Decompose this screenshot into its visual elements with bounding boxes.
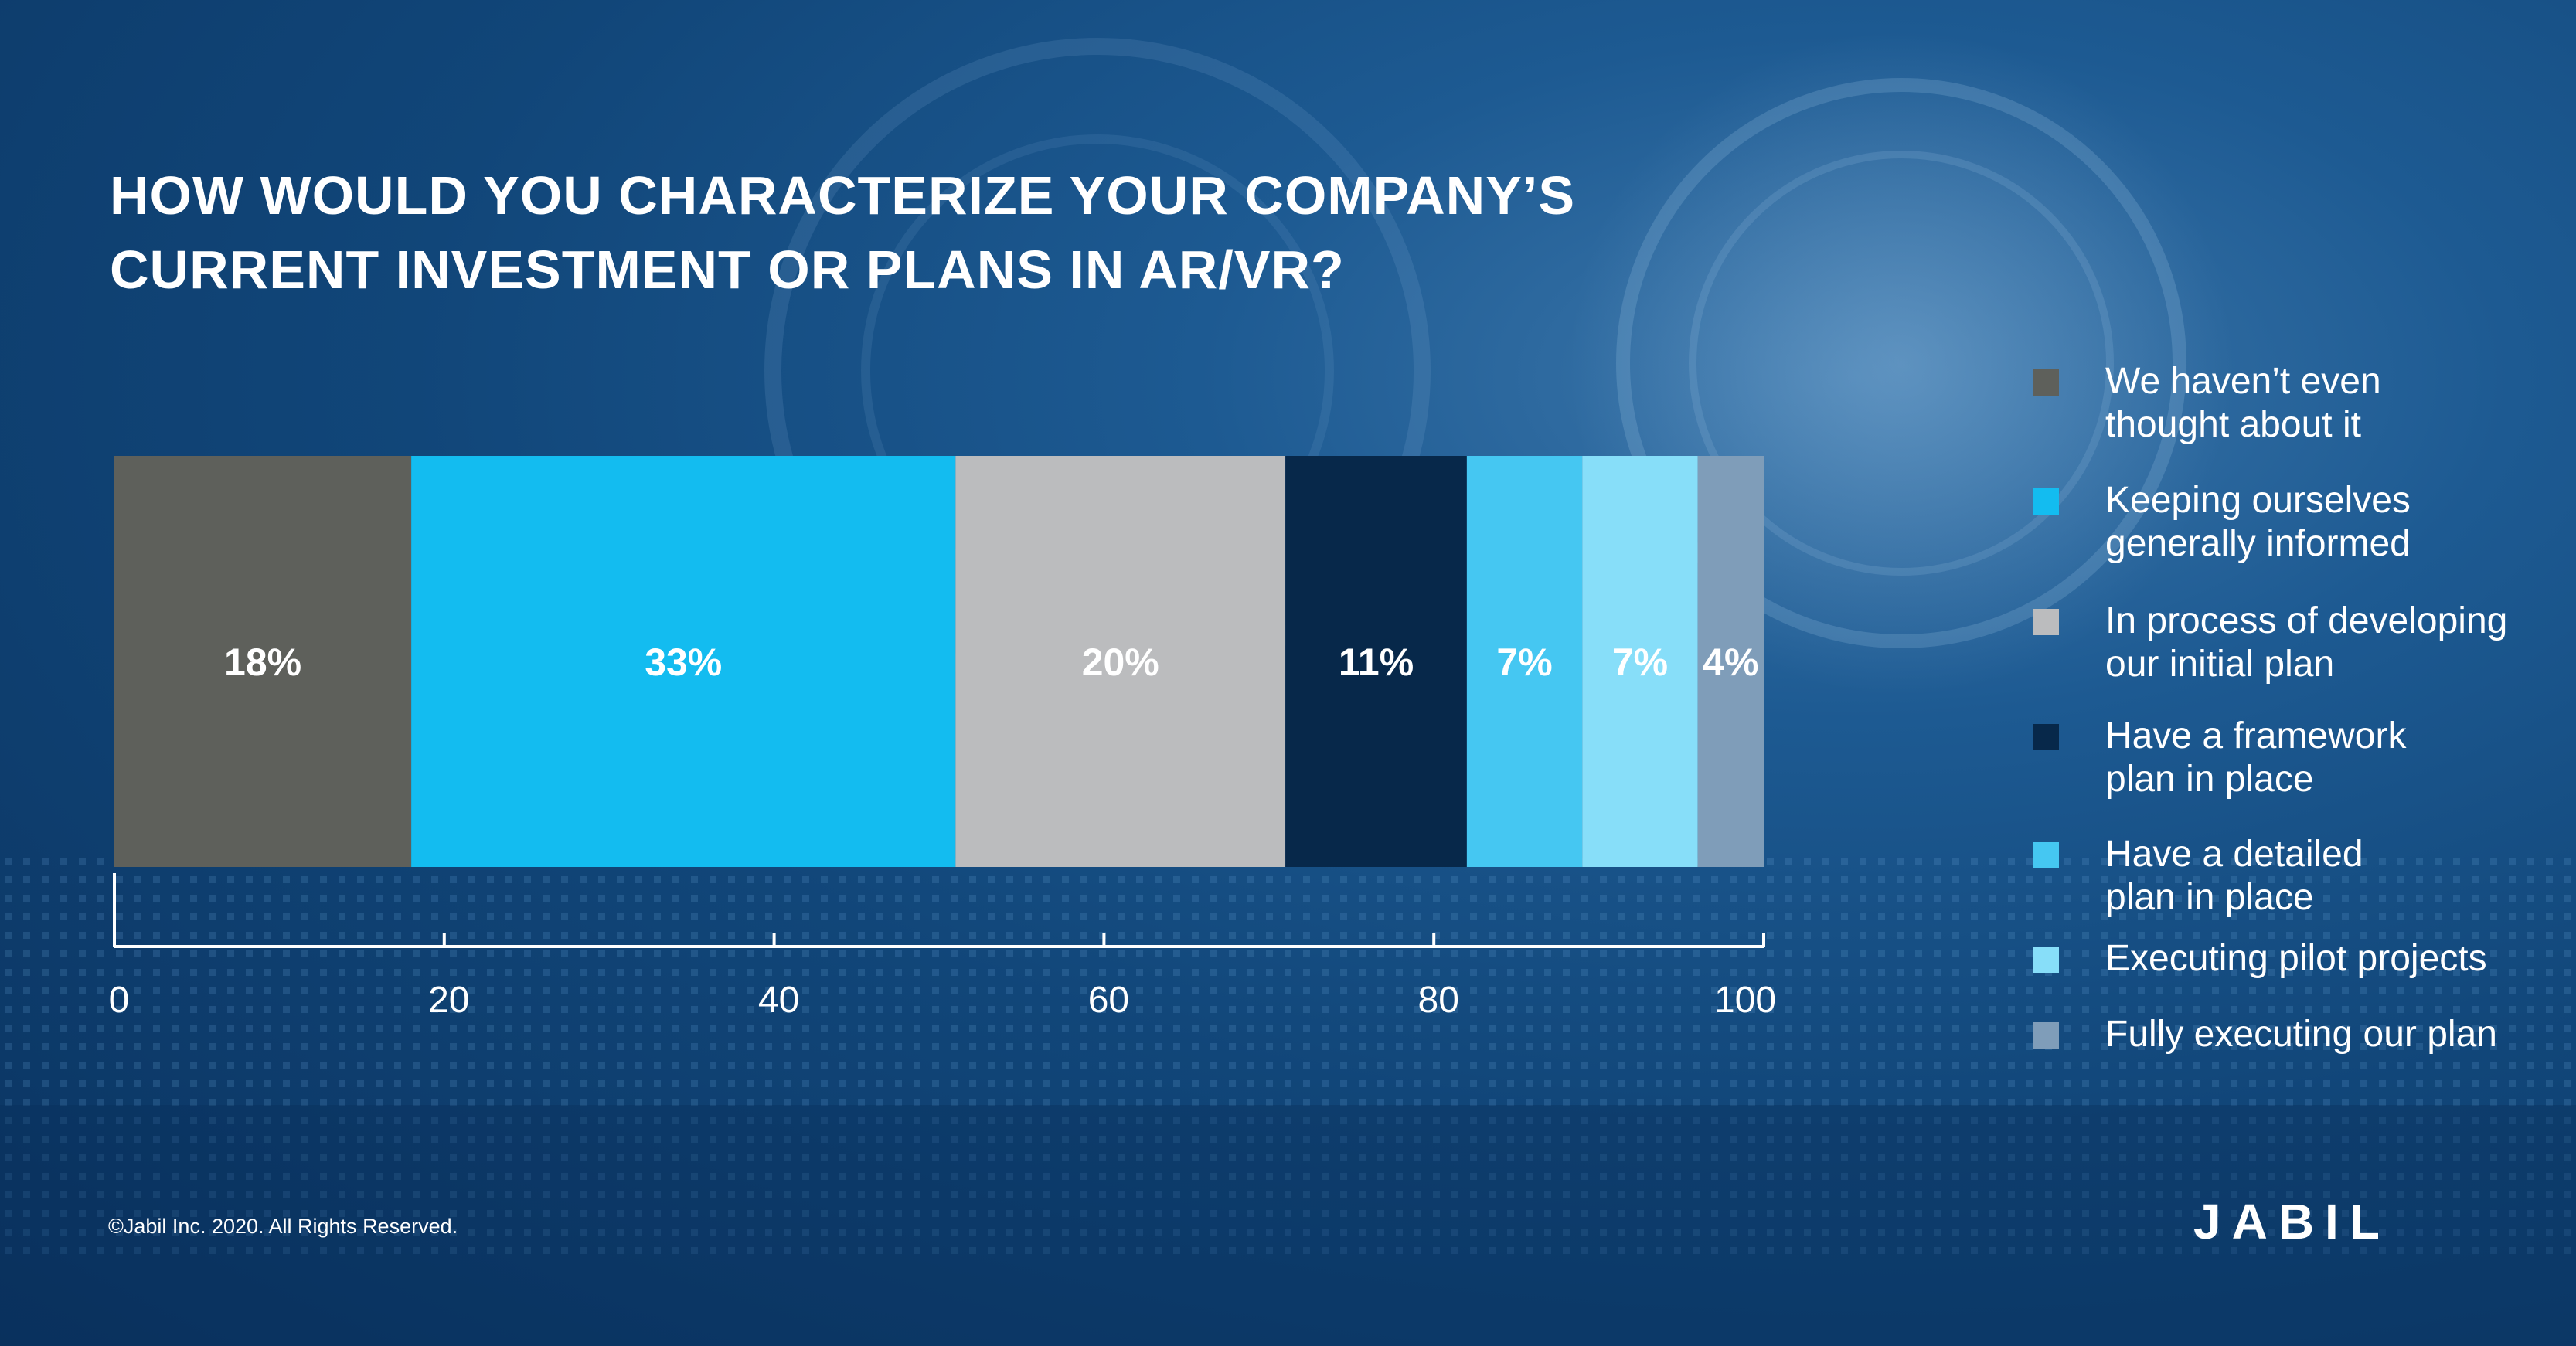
legend-label-line: plan in place (2105, 759, 2314, 800)
bar-value-label-4: 11% (1339, 641, 1414, 684)
legend-swatch-7 (2033, 1022, 2059, 1049)
legend-swatch-4 (2033, 724, 2059, 750)
chart-title: HOW WOULD YOU CHARACTERIZE YOUR COMPANY’… (110, 158, 1578, 307)
legend-label-line: Have a framework (2105, 715, 2407, 756)
bar-value-label-6: 7% (1612, 641, 1668, 684)
bar-value-label-2: 33% (645, 641, 722, 684)
legend-label-line: In process of developing (2105, 600, 2508, 641)
jabil-logo: JABIL (2193, 1194, 2391, 1248)
legend-label-1: We haven’t even thought about it (2105, 360, 2569, 447)
legend-swatch-1 (2033, 369, 2059, 396)
legend-swatch-5 (2033, 842, 2059, 868)
legend-label-4: Have a framework plan in place (2105, 715, 2569, 801)
bar-segment-5 (1466, 456, 1583, 867)
x-tick-label-40: 40 (758, 980, 799, 1021)
bar-value-label-5: 7% (1496, 641, 1552, 684)
legend-label-line: Keeping ourselves (2105, 480, 2411, 521)
x-tick-label-100: 100 (1714, 980, 1776, 1021)
legend-label-line: Executing pilot projects (2105, 938, 2487, 979)
bar-value-labels: 18% 33% 20% 11% 7% 7% 4% (224, 641, 1758, 684)
legend-label-line: We haven’t even (2105, 361, 2381, 402)
legend-swatch-2 (2033, 488, 2059, 515)
legend-label-3: In process of developing our initial plan (2105, 600, 2569, 686)
bar-value-label-7: 4% (1703, 641, 1758, 684)
bar-segment-7 (1697, 456, 1764, 867)
legend-label-5: Have a detailed plan in place (2105, 833, 2569, 919)
legend-label-line: our initial plan (2105, 644, 2335, 685)
x-axis: 0 20 40 60 80 100 (109, 873, 1776, 1021)
legend-label-2: Keeping ourselves generally informed (2105, 479, 2569, 566)
legend-label-7: Fully executing our plan (2105, 1013, 2569, 1056)
chart-title-line-1: HOW WOULD YOU CHARACTERIZE YOUR COMPANY’… (110, 165, 1576, 226)
legend-label-line: Have a detailed (2105, 834, 2363, 875)
legend-swatch-6 (2033, 947, 2059, 973)
bar-segment-6 (1582, 456, 1698, 867)
x-tick-label-60: 60 (1088, 980, 1129, 1021)
legend-label-line: generally informed (2105, 523, 2411, 564)
legend-label-6: Executing pilot projects (2105, 937, 2569, 981)
x-tick-label-20: 20 (428, 980, 469, 1021)
legend: We haven’t even thought about it Keeping o… (2033, 0, 2543, 1346)
bar-segment-3 (955, 456, 1286, 867)
jabil-logo-text: JABIL (2193, 1194, 2391, 1248)
bar-value-label-3: 20% (1082, 641, 1159, 684)
chart-title-line-2: CURRENT INVESTMENT OR PLANS IN AR/VR? (110, 240, 1345, 300)
bar-value-label-1: 18% (224, 641, 301, 684)
bar-segment-2 (411, 456, 956, 867)
legend-label-line: Fully executing our plan (2105, 1014, 2497, 1055)
legend-swatch-3 (2033, 609, 2059, 635)
x-tick-label-80: 80 (1418, 980, 1459, 1021)
bar-segments (114, 456, 1764, 867)
legend-label-line: plan in place (2105, 877, 2314, 918)
legend-label-line: thought about it (2105, 404, 2361, 445)
copyright-notice: ©Jabil Inc. 2020. All Rights Reserved. (108, 1215, 458, 1238)
bar-segment-4 (1285, 456, 1467, 867)
bar-segment-1 (114, 456, 412, 867)
x-tick-label-0: 0 (109, 980, 130, 1021)
